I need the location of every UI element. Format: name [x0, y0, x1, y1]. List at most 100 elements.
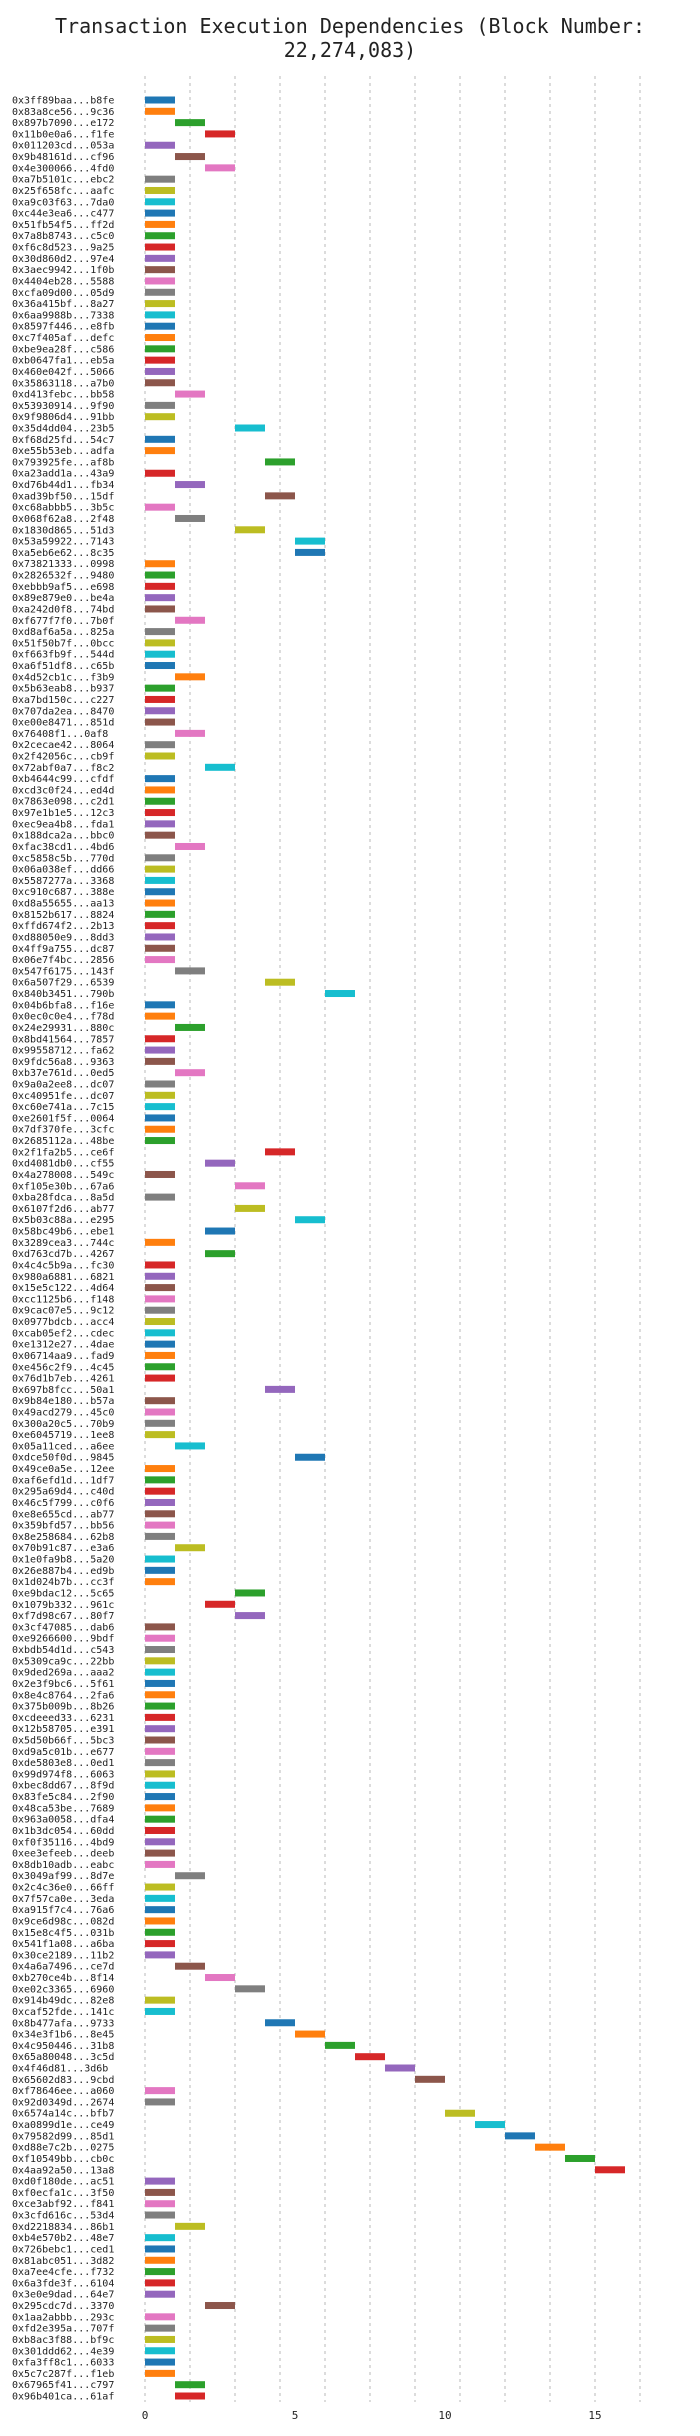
tx-hash-label: 0xa7ee4cfe...f732	[12, 2267, 114, 2278]
tx-hash-label: 0xe1312e27...4dae	[12, 1340, 114, 1351]
tx-hash-label: 0xffd674f2...2b13	[12, 921, 114, 932]
execution-bar	[205, 763, 235, 771]
tx-hash-label: 0x72abf0a7...f8c2	[12, 763, 114, 774]
x-tick-label: 10	[438, 2409, 451, 2422]
tx-hash-label: 0x068f62a8...2f48	[12, 514, 114, 525]
tx-hash-label: 0xc44e3ea6...c477	[12, 209, 114, 220]
execution-bar	[145, 1465, 175, 1473]
tx-hash-label: 0x375b009b...8b26	[12, 1702, 114, 1713]
execution-bar	[145, 1103, 175, 1111]
execution-bar	[265, 492, 295, 500]
execution-bar	[145, 1125, 175, 1133]
tx-hash-label: 0x011203cd...053a	[12, 141, 114, 152]
tx-hash-label: 0x9a0a2ee8...dc07	[12, 1080, 114, 1091]
execution-bar	[415, 2075, 445, 2083]
tx-hash-label: 0x793925fe...af8b	[12, 457, 114, 468]
execution-bar	[295, 548, 325, 556]
tx-hash-label: 0x547f6175...143f	[12, 966, 114, 977]
tx-hash-label: 0xbec8dd67...8f9d	[12, 1781, 114, 1792]
tx-hash-label: 0x6574a14c...bfb7	[12, 2109, 114, 2120]
execution-bar	[145, 503, 175, 511]
tx-hash-label: 0x9cac07e5...9c12	[12, 1306, 114, 1317]
execution-bar	[175, 119, 205, 127]
execution-bar	[145, 2007, 175, 2015]
tx-hash-label: 0x707da2ea...8470	[12, 706, 114, 717]
execution-bar	[145, 1679, 175, 1687]
tx-hash-label: 0xe8e655cd...ab77	[12, 1509, 114, 1520]
tx-hash-label: 0x3e0e9dad...64e7	[12, 2290, 114, 2301]
tx-hash-label: 0x48ca53be...7689	[12, 1803, 114, 1814]
tx-hash-label: 0x541f1a08...a6ba	[12, 1939, 114, 1950]
tx-hash-label: 0xf677f7f0...7b0f	[12, 616, 114, 627]
execution-bar	[145, 1374, 175, 1382]
tx-hash-label: 0x15e8c4f5...031b	[12, 1928, 114, 1939]
execution-bar	[145, 1340, 175, 1348]
execution-bar	[145, 1566, 175, 1574]
execution-bar	[145, 1634, 175, 1642]
tx-hash-label: 0x188dca2a...bbc0	[12, 831, 114, 842]
execution-bar	[595, 2166, 625, 2174]
execution-bar	[145, 1555, 175, 1563]
execution-bar	[145, 1306, 175, 1314]
execution-bar	[145, 1238, 175, 1246]
tx-hash-label: 0x53930914...9f90	[12, 401, 114, 412]
execution-bar	[145, 1114, 175, 1122]
tx-hash-label: 0x3ff89baa...b8fe	[12, 96, 114, 107]
tx-hash-label: 0xd88e7c2b...0275	[12, 2143, 114, 2154]
tx-hash-label: 0xd76b44d1...fb34	[12, 480, 114, 491]
execution-bar	[145, 1295, 175, 1303]
execution-bar	[265, 458, 295, 466]
execution-bar	[145, 1770, 175, 1778]
tx-hash-label: 0x1079b332...961c	[12, 1600, 114, 1611]
execution-bar	[145, 2313, 175, 2321]
execution-bar	[145, 447, 175, 455]
tx-hash-label: 0x4a278008...549c	[12, 1170, 114, 1181]
tx-hash-label: 0x04b6bfa8...f16e	[12, 1000, 114, 1011]
tx-hash-label: 0x963a0058...dfa4	[12, 1815, 114, 1826]
tx-hash-label: 0xc68abbb5...3b5c	[12, 503, 114, 514]
execution-bar	[145, 2369, 175, 2377]
tx-hash-label: 0xc7f405af...defc	[12, 333, 114, 344]
tx-hash-label: 0xb37e761d...0ed5	[12, 1068, 114, 1079]
execution-bar	[145, 1702, 175, 1710]
tx-hash-label: 0x49acd279...45c0	[12, 1408, 114, 1419]
execution-bar	[145, 2290, 175, 2298]
execution-bar	[145, 1894, 175, 1902]
tx-hash-label: 0x7df370fe...3cfc	[12, 1125, 114, 1136]
tx-hash-label: 0x2f42056c...cb9f	[12, 752, 114, 763]
tx-hash-label: 0x1830d865...51d3	[12, 525, 114, 536]
tx-hash-label: 0xec9ea4b8...fda1	[12, 819, 114, 830]
tx-hash-label: 0xd8af6a5a...825a	[12, 627, 114, 638]
tx-hash-label: 0x4c950446...31b8	[12, 2041, 114, 2052]
execution-bar	[145, 1329, 175, 1337]
tx-hash-label: 0x81abc051...3d82	[12, 2256, 114, 2267]
tx-hash-label: 0x3049af99...8d7e	[12, 1871, 114, 1882]
execution-bar	[145, 356, 175, 364]
execution-bar	[145, 469, 175, 477]
tx-hash-label: 0x8152b617...8824	[12, 910, 114, 921]
execution-bar	[145, 752, 175, 760]
tx-hash-label: 0x06a038ef...dd66	[12, 865, 114, 876]
execution-bar	[145, 1431, 175, 1439]
tx-hash-label: 0xdce50f0d...9845	[12, 1453, 114, 1464]
tx-hash-label: 0x3289cea3...744c	[12, 1238, 114, 1249]
tx-hash-label: 0xd763cd7b...4267	[12, 1249, 114, 1260]
tx-hash-label: 0x26e887b4...ed9b	[12, 1566, 114, 1577]
execution-bar	[145, 786, 175, 794]
execution-bar	[145, 2211, 175, 2219]
execution-bar	[145, 1849, 175, 1857]
execution-bar	[145, 1725, 175, 1733]
execution-bar	[145, 1691, 175, 1699]
tx-hash-label: 0x980a6881...6821	[12, 1272, 114, 1283]
execution-bar	[325, 990, 355, 998]
tx-hash-label: 0x4a6a7496...ce7d	[12, 1962, 114, 1973]
tx-hash-label: 0x8e258684...62b8	[12, 1532, 114, 1543]
tx-hash-label: 0x5b03c88a...e295	[12, 1215, 114, 1226]
execution-bar	[145, 888, 175, 896]
execution-bar	[175, 390, 205, 398]
execution-bar	[205, 130, 235, 138]
tx-hash-label: 0x83fe5c84...2f90	[12, 1792, 114, 1803]
execution-bar	[235, 424, 265, 432]
execution-bar	[325, 2041, 355, 2049]
